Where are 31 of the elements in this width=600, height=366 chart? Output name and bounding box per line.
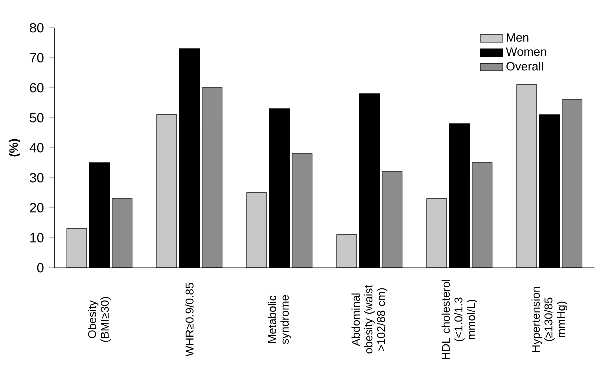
- x-tick-label: HDL cholesterol (<1.0/1.3 mmol/L): [442, 280, 478, 360]
- x-tick-label: Abdominal obesity (waist >102/88 cm): [352, 285, 388, 354]
- y-tick-label: 70: [30, 53, 44, 63]
- y-tick-label: 10: [30, 233, 44, 243]
- bar: [562, 100, 583, 268]
- legend-label: Men: [507, 34, 529, 42]
- x-tick-label: Hypertension (≥130/85 mmHg): [532, 287, 568, 352]
- y-tick-label: 50: [30, 113, 44, 123]
- y-tick-label: 60: [30, 83, 44, 93]
- bar: [472, 162, 493, 268]
- y-tick-label: 30: [30, 173, 44, 183]
- bar: [336, 234, 358, 268]
- bar: [66, 228, 88, 268]
- y-tick-label: 40: [30, 143, 44, 153]
- x-tick-label: Obesity (BMI≥30): [88, 297, 112, 342]
- legend-label: Overall: [506, 62, 544, 71]
- y-tick-label: 20: [30, 203, 44, 213]
- bar: [516, 84, 538, 268]
- y-axis-title: (%): [9, 139, 20, 157]
- bar: [112, 198, 133, 268]
- bar: [382, 172, 403, 268]
- bar: [156, 114, 178, 268]
- x-tick-label: Metabolic syndrome: [268, 295, 292, 344]
- bar: [292, 154, 313, 268]
- bar: [202, 88, 223, 268]
- bar: [426, 198, 448, 268]
- y-tick-label: 0: [37, 263, 44, 273]
- bar: [246, 192, 268, 268]
- legend-label: Women: [506, 48, 546, 56]
- y-tick-label: 80: [30, 23, 44, 33]
- x-tick-label: WHR≥0.9/0.85: [186, 283, 194, 357]
